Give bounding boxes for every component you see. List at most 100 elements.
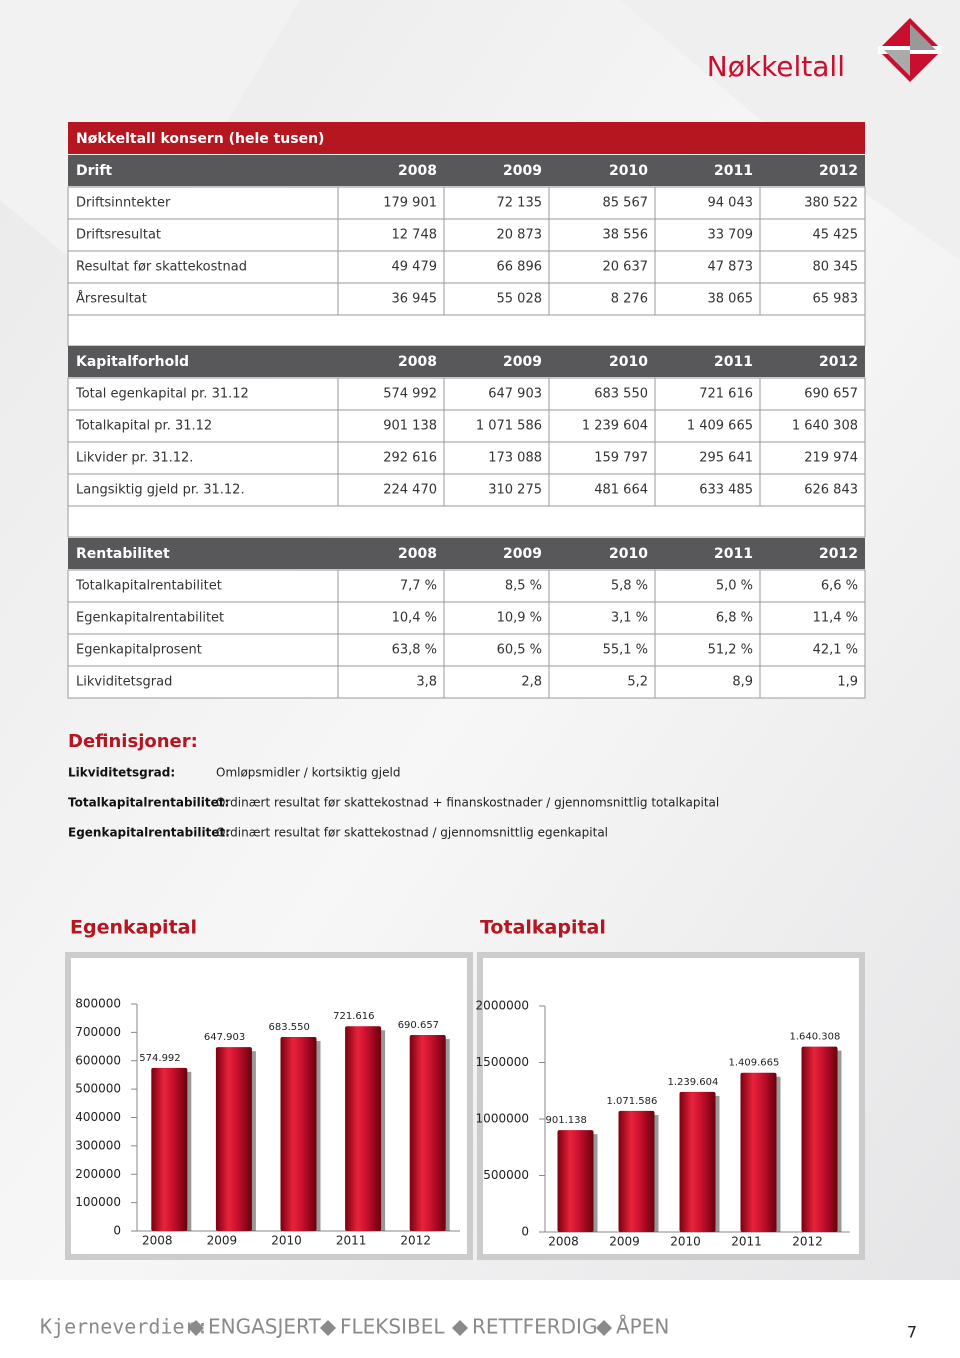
table-cell <box>337 665 445 699</box>
table-cell-text: Total egenkapital pr. 31.12 <box>75 387 249 402</box>
table-cell <box>654 569 761 603</box>
bar <box>151 1067 188 1231</box>
section-header-cell: 2008 <box>398 163 437 179</box>
bar <box>215 1047 252 1231</box>
table-cell-text: 20 873 <box>497 228 543 243</box>
table-cell-text: 65 983 <box>813 292 859 307</box>
y-tick-label: 500000 <box>75 1082 121 1096</box>
table-cell-text: 60,5 % <box>497 643 542 658</box>
table-cell-text: 10,4 % <box>392 611 437 626</box>
section-header-cell: 2012 <box>819 354 858 370</box>
table-cell <box>67 282 339 316</box>
table-cell-text: 33 709 <box>708 228 754 243</box>
definition-text: Ordinært resultat før skattekostnad + fi… <box>216 796 719 810</box>
definition-term: Totalkapitalrentabilitet: <box>68 796 229 810</box>
table-cell-text: 1 640 308 <box>792 419 858 434</box>
footer-band <box>0 1280 960 1358</box>
table-cell <box>654 665 761 699</box>
table-cell <box>548 409 656 443</box>
diamond <box>452 1320 468 1336</box>
table-cell-text: 20 637 <box>603 260 649 275</box>
y-tick-label: 300000 <box>75 1138 121 1152</box>
table-cell-text: 8 276 <box>611 292 648 307</box>
table-cell-text: Totalkapital pr. 31.12 <box>75 419 212 434</box>
x-tick-label: 2010 <box>670 1235 701 1249</box>
table-cell <box>67 441 339 475</box>
table-cell <box>337 282 445 316</box>
table-cell <box>443 665 550 699</box>
footer-value: ÅPEN <box>616 1315 669 1339</box>
y-tick-label: 800000 <box>75 997 121 1011</box>
table-cell-text: 36 945 <box>392 292 438 307</box>
section-header-cell: 2009 <box>503 354 542 370</box>
section-header-cell: 2008 <box>398 354 437 370</box>
table-title: Nøkkeltall konsern (hele tusen) <box>76 131 324 147</box>
definitions-title: Definisjoner: <box>68 731 198 752</box>
table-cell-text: 66 896 <box>497 260 543 275</box>
y-tick-label: 500000 <box>483 1168 529 1182</box>
page-number: 7 <box>907 1323 917 1342</box>
table-cell <box>759 409 866 443</box>
table-cell <box>548 473 656 507</box>
bar <box>409 1035 446 1231</box>
table-cell <box>67 377 339 411</box>
table-cell-text: 5,2 <box>627 675 648 690</box>
table-cell <box>67 250 339 284</box>
diamond <box>320 1320 336 1336</box>
definition-text: Ordinært resultat før skattekostnad / gj… <box>216 826 608 840</box>
table-cell-text: 901 138 <box>383 419 437 434</box>
table-cell <box>654 250 761 284</box>
chart-frame <box>477 952 865 1260</box>
value-label: 1.409.665 <box>729 1058 780 1069</box>
table-cell <box>443 569 550 603</box>
table-cell-text: 6,6 % <box>821 579 858 594</box>
value-label: 574.992 <box>139 1053 180 1064</box>
x-tick-label: 2012 <box>792 1235 823 1249</box>
table-cell-text: 42,1 % <box>813 643 858 658</box>
table-cell-text: Langsiktig gjeld pr. 31.12. <box>76 483 245 498</box>
table-cell <box>337 218 445 252</box>
definition-term: Likviditetsgrad: <box>68 766 175 780</box>
table-cell-text: 10,9 % <box>497 611 542 626</box>
table-cell-text: 179 901 <box>383 196 437 211</box>
table-cell <box>548 665 656 699</box>
table-cell-text: 3,1 % <box>611 611 648 626</box>
page-title: Nøkkeltall <box>707 50 845 83</box>
table-cell <box>67 409 339 443</box>
table-cell-text: 49 479 <box>392 260 438 275</box>
section-header-cell: 2008 <box>398 546 437 562</box>
section-header-cell: 2012 <box>819 546 858 562</box>
table-cell <box>548 601 656 635</box>
table-spacer-row <box>67 314 866 347</box>
diamond <box>596 1320 612 1336</box>
table-cell-text: 72 135 <box>497 196 543 211</box>
table-cell <box>548 218 656 252</box>
section-header-cell: 2009 <box>503 546 542 562</box>
y-tick-label: 1000000 <box>476 1112 529 1126</box>
section-header-bar <box>68 346 865 377</box>
value-label: 683.550 <box>269 1022 310 1033</box>
value-label: 1.239.604 <box>668 1077 719 1088</box>
section-header-bar <box>68 538 865 569</box>
table-cell-text: 295 641 <box>699 451 753 466</box>
table-cell <box>654 409 761 443</box>
table-cell <box>759 601 866 635</box>
footer-label: Kjerneverdier: <box>40 1315 209 1339</box>
table-cell-text: 55,1 % <box>603 643 648 658</box>
chart-title: Totalkapital <box>480 917 606 939</box>
table-cell <box>759 377 866 411</box>
table-cell-text: 292 616 <box>383 451 437 466</box>
table-cell <box>548 250 656 284</box>
table-cell-text: 380 522 <box>804 196 858 211</box>
table-cell <box>654 441 761 475</box>
y-tick-label: 600000 <box>75 1053 121 1067</box>
table-cell-text: 219 974 <box>804 451 858 466</box>
table-cell-text: 63,8 % <box>392 643 437 658</box>
bar <box>679 1091 716 1232</box>
section-header-cell: Drift <box>76 163 112 179</box>
table-cell-text: 38 065 <box>708 292 754 307</box>
table-cell-text: Likviditetsgrad <box>76 675 172 690</box>
table-cell <box>759 250 866 284</box>
table-cell <box>759 665 866 699</box>
table-cell-text: 5,0 % <box>716 579 753 594</box>
